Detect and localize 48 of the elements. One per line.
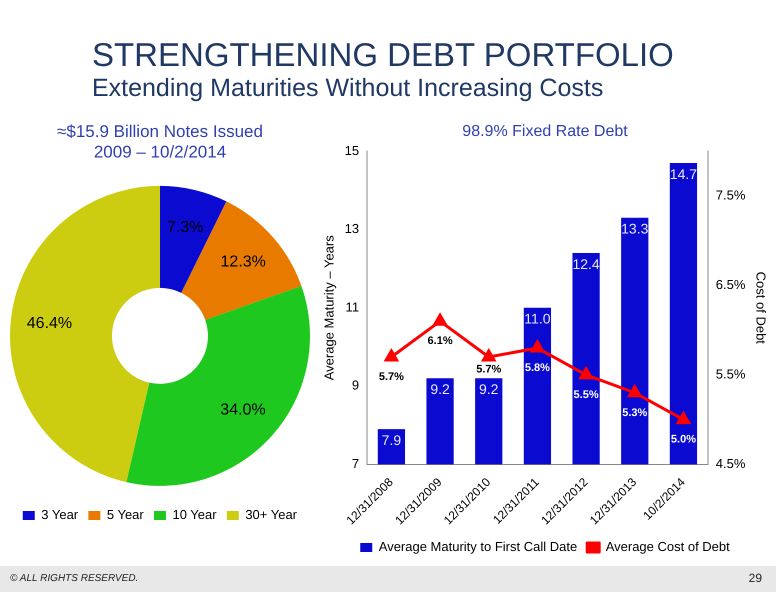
y2-tick-label: 5.5% <box>716 366 746 382</box>
y-tick-label: 11 <box>346 299 360 314</box>
legend-label: Average Cost of Debt <box>606 539 730 554</box>
y2-axis-title: Cost of Debt <box>754 272 769 344</box>
point <box>579 367 593 380</box>
data-label: 5.8% <box>524 362 550 374</box>
data-label: 5.3% <box>622 406 648 419</box>
data-label: 14.7 <box>670 166 698 182</box>
y-tick-label: 9 <box>352 378 360 393</box>
data-label: 46.4% <box>26 314 72 332</box>
data-label: 5.7% <box>476 363 502 376</box>
legend-label: 10 Year <box>172 507 218 522</box>
legend-label: 30+ Year <box>245 507 298 522</box>
point <box>676 412 690 424</box>
data-label: 7.3% <box>167 218 204 236</box>
y2-tick-label: 4.5% <box>716 456 746 471</box>
data-label: 5.7% <box>378 371 404 384</box>
text: 29 <box>748 571 762 585</box>
chart-title: ≈$15.9 Billion Notes Issued 2009 – 10/2/2014 <box>57 122 263 162</box>
data-label: 5.0% <box>670 434 696 446</box>
y-axis-title: Average Maturity – Years <box>321 234 336 380</box>
data-label: 11.0 <box>524 310 551 327</box>
text: Extending Maturities Without Increasing Costs <box>92 74 604 103</box>
y-tick-label: 7 <box>352 456 360 471</box>
data-label: 7.9 <box>382 432 402 448</box>
data-label: 9.2 <box>479 381 499 398</box>
y-tick-label: 15 <box>344 142 360 158</box>
point <box>482 349 496 362</box>
data-label: 34.0% <box>220 401 266 418</box>
point <box>530 340 544 353</box>
data-label: 13.3 <box>621 220 649 237</box>
legend-label: 5 Year <box>106 507 144 522</box>
data-label: 5.5% <box>574 388 599 401</box>
text: © ALL RIGHTS RESERVED. <box>10 573 138 584</box>
data-label: 9.2 <box>430 381 450 398</box>
y-tick-label: 13 <box>344 221 360 236</box>
point <box>384 349 398 362</box>
text: STRENGTHENING DEBT PORTFOLIO <box>92 36 674 74</box>
legend-label: 3 Year <box>41 507 79 522</box>
legend-label: Average Maturity to First Call Date <box>378 539 578 554</box>
data-label: 12.3% <box>220 253 266 270</box>
point <box>433 314 447 326</box>
chart-title: 98.9% Fixed Rate Debt <box>462 123 628 140</box>
y2-tick-label: 7.5% <box>716 188 746 203</box>
data-label: 6.1% <box>428 335 453 348</box>
point <box>628 385 642 398</box>
data-label: 12.4 <box>572 256 600 272</box>
y2-tick-label: 6.5% <box>716 276 746 292</box>
